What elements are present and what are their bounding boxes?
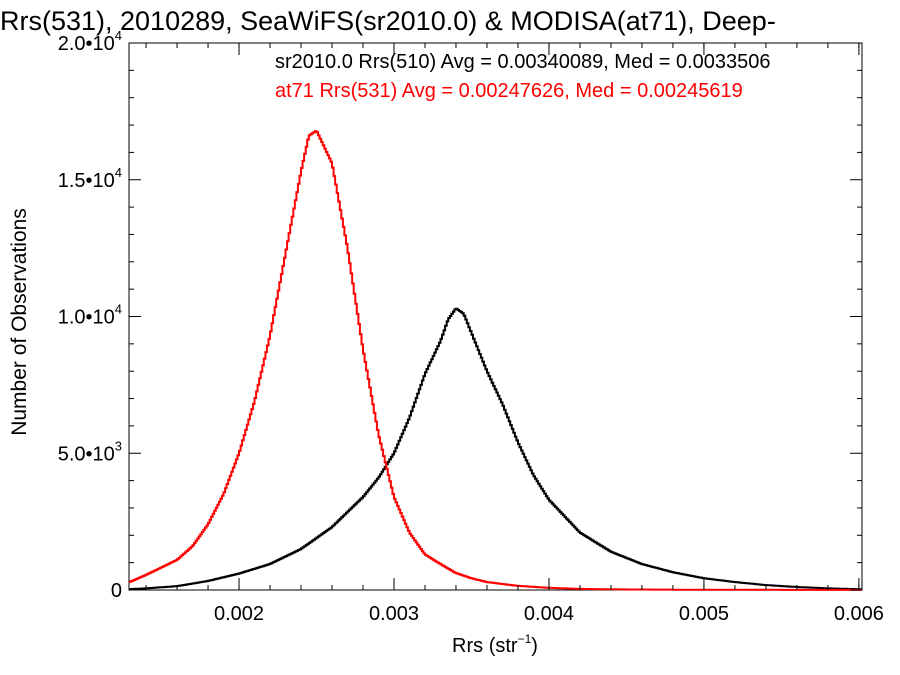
chart-title: Rrs(531), 2010289, SeaWiFS(sr2010.0) & M…: [0, 6, 776, 36]
y-tick-label: 5.0•103: [58, 438, 122, 465]
axes-layer: 0.002 0.003 0.004 0.005 0.006 0 5.0•103 1.0•104…: [58, 28, 884, 625]
plot-border: [128, 42, 863, 591]
x-axis-label-base: Rrs (str: [452, 635, 518, 657]
legend-entry-red: at71 Rrs(531) Avg = 0.00247626, Med = 0.…: [275, 80, 743, 102]
y-tick-label: 1.5•104: [58, 165, 122, 192]
x-axis-label-exponent: −1: [518, 632, 532, 646]
plot-frame: [128, 42, 863, 591]
y-tick-label: 0: [111, 580, 122, 602]
x-tick-label: 0.002: [214, 603, 264, 625]
y-tick-label: 2.0•104: [58, 28, 122, 55]
x-tick-label: 0.003: [369, 603, 419, 625]
y-axis-label: Number of Observations: [8, 208, 31, 436]
series-layer: [129, 130, 862, 591]
y-tick-label: 1.0•104: [58, 302, 122, 329]
x-tick-label: 0.005: [679, 603, 729, 625]
x-axis-label: Rrs (str−1): [452, 632, 538, 657]
series-line-black: [129, 307, 862, 591]
x-tick-label: 0.006: [834, 603, 884, 625]
x-axis-label-suffix: ): [531, 635, 538, 657]
x-tick-label: 0.004: [524, 603, 574, 625]
series-line-red: [129, 130, 862, 591]
legend-entry-black: sr2010.0 Rrs(510) Avg = 0.00340089, Med …: [275, 51, 771, 73]
